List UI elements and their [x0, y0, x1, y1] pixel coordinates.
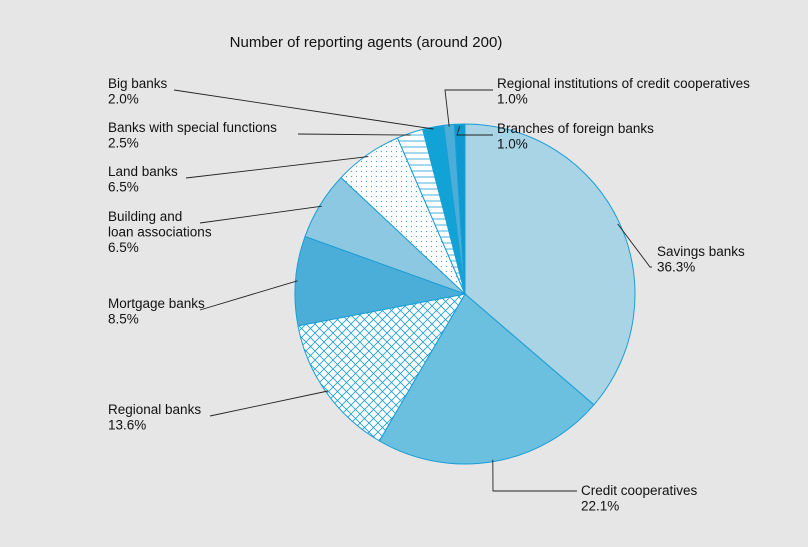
pie-slice-savings-banks — [464, 123, 636, 406]
leader-line-land-banks — [185, 156, 369, 179]
slice-percent: 6.5% — [108, 240, 139, 255]
slice-label-building-and-loan-associations: Building and loan associations 6.5% — [108, 209, 212, 255]
slice-percent: 6.5% — [108, 180, 139, 195]
leader-line-building-and-loan-associations — [199, 205, 322, 224]
pie-slice-branches-of-foreign-banks — [453, 123, 466, 295]
slice-label-big-banks: Big banks 2.0% — [108, 76, 168, 107]
slice-label-land-banks: Land banks 6.5% — [108, 164, 178, 195]
slice-percent: 2.5% — [108, 136, 139, 151]
leader-line-branches-of-foreign-banks — [456, 125, 493, 136]
slice-percent: 1.0% — [497, 137, 528, 152]
slice-name: Credit cooperatives — [581, 483, 698, 498]
slice-name: Savings banks — [657, 244, 745, 259]
slice-percent: 22.1% — [581, 499, 619, 514]
leader-line-mortgage-banks — [199, 280, 298, 311]
slice-label-banks-with-special-functions: Banks with special functions 2.5% — [108, 120, 277, 151]
slice-name: Regional banks — [108, 402, 201, 417]
slice-name: Regional institutions of credit cooperat… — [497, 76, 750, 91]
chart-title: Number of reporting agents (around 200) — [229, 34, 503, 51]
slice-name: Big banks — [108, 76, 168, 91]
slice-percent: 8.5% — [108, 312, 139, 327]
slice-name: loan associations — [108, 225, 212, 240]
slice-percent: 36.3% — [657, 260, 695, 275]
pie-slice-mortgage-banks — [294, 235, 467, 327]
leader-line-big-banks — [173, 89, 434, 130]
slice-percent: 1.0% — [497, 92, 528, 107]
slice-percent: 13.6% — [108, 418, 146, 433]
slice-name: Building and — [108, 209, 182, 224]
slice-label-regional-banks: Regional banks 13.6% — [108, 402, 201, 433]
leader-line-credit-cooperatives — [492, 459, 577, 492]
slice-label-mortgage-banks: Mortgage banks 8.5% — [108, 296, 205, 327]
slice-name: Banks with special functions — [108, 120, 277, 135]
leader-line-savings-banks — [617, 223, 652, 268]
leader-line-regional-banks — [209, 390, 328, 417]
leader-line-banks-with-special-functions — [297, 133, 411, 136]
leader-line-regional-institutions-of-credit-cooperatives — [444, 89, 493, 127]
slice-label-branches-of-foreign-banks: Branches of foreign banks 1.0% — [497, 121, 654, 152]
slice-name: Mortgage banks — [108, 296, 205, 311]
slice-label-regional-institutions-of-credit-cooperatives: Regional institutions of credit cooperat… — [497, 76, 750, 107]
slice-name: Land banks — [108, 164, 178, 179]
slice-name: Branches of foreign banks — [497, 121, 654, 136]
pie-slice-regional-banks — [297, 293, 466, 442]
slice-label-credit-cooperatives: Credit cooperatives 22.1% — [581, 483, 698, 514]
slice-label-savings-banks: Savings banks 36.3% — [657, 244, 745, 275]
slice-percent: 2.0% — [108, 92, 139, 107]
